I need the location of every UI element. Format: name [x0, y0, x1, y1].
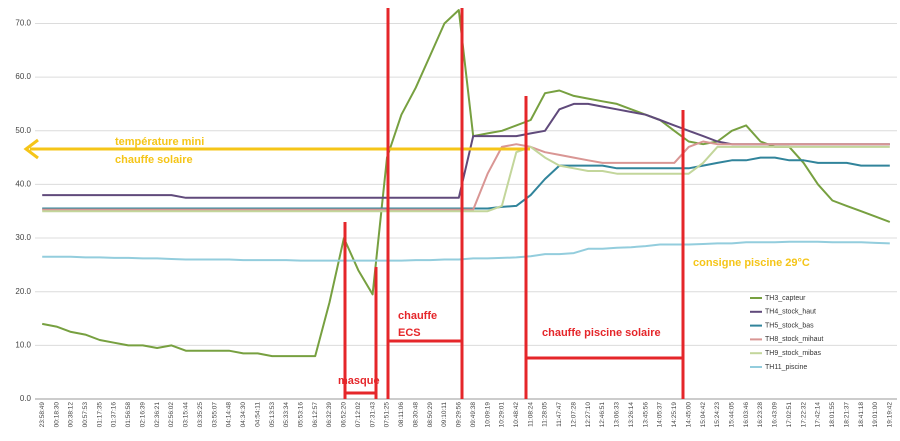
x-tick-label: 04:34:30: [240, 402, 247, 428]
y-tick-label: 60.0: [15, 72, 31, 81]
x-tick-label: 18:01:55: [829, 402, 836, 428]
annotation: chauffe piscine solaire: [542, 327, 661, 339]
legend-label: TH9_stock_mibas: [765, 350, 822, 357]
x-tick-label: 17:42:14: [815, 402, 822, 428]
red-markers: [343, 8, 685, 399]
grid: 0.0 10.0 20.0 30.0 40.0 50.0 60.0 70.0 23:58:49 0…: [15, 19, 897, 428]
x-tick-label: 02:56:02: [168, 402, 175, 428]
x-tick-label: 09:29:56: [456, 402, 463, 428]
x-tick-label: 08:30:48: [412, 402, 419, 428]
x-tick-label: 08:11:06: [398, 402, 405, 427]
y-tick-label: 30.0: [15, 233, 31, 242]
x-tick-label: 05:13:53: [269, 402, 276, 428]
x-tick-label: 05:53:16: [298, 402, 305, 428]
annotation: chauffe: [398, 310, 437, 322]
x-tick-label: 01:17:35: [96, 402, 103, 428]
x-tick-label: 09:10:11: [441, 402, 448, 427]
series-line: [42, 140, 890, 211]
legend-label: TH8_stock_mihaut: [765, 336, 823, 343]
y-tick-label: 0.0: [20, 394, 32, 403]
legend-label: TH3_capteur: [765, 295, 806, 302]
x-tick-label: 13:26:14: [628, 402, 635, 428]
series-line: [42, 240, 890, 262]
series-line: [42, 156, 890, 210]
x-tick-label: 07:31:43: [369, 402, 376, 428]
x-tick-label: 12:07:28: [570, 402, 577, 428]
x-tick-label: 14:25:19: [671, 402, 678, 428]
x-tick-label: 01:56:58: [125, 402, 132, 428]
x-tick-label: 19:01:00: [872, 402, 879, 428]
x-tick-label: 18:21:37: [843, 402, 850, 428]
x-tick-label: 11:47:47: [556, 402, 563, 427]
y-tick-label: 10.0: [15, 340, 31, 349]
series-line: [42, 145, 890, 213]
x-tick-label: 13:06:33: [614, 402, 621, 428]
legend: TH3_capteur TH4_stock_haut TH5_stock_bas TH…: [750, 295, 823, 371]
x-tick-label: 17:22:32: [800, 402, 807, 428]
x-tick-label: 13:45:56: [642, 402, 649, 428]
x-tick-label: 00:38:12: [68, 402, 75, 428]
x-tick-label: 10:09:19: [484, 402, 491, 428]
x-tick-label: 05:33:34: [283, 402, 290, 428]
x-tick-label: 03:35:25: [197, 402, 204, 428]
x-tick-label: 15:04:42: [700, 402, 707, 428]
annotation: température mini: [115, 136, 204, 148]
x-tick-label: 10:29:01: [499, 402, 506, 428]
yellow-arrow: [23, 138, 39, 160]
y-tick-label: 40.0: [15, 180, 31, 189]
x-tick-label: 19:19:42: [887, 402, 894, 428]
x-tick-label: 04:14:48: [226, 402, 233, 428]
x-tick-label: 06:32:39: [326, 402, 333, 428]
x-tick-label: 02:36:21: [154, 402, 161, 428]
x-tick-label: 04:54:11: [254, 402, 261, 427]
x-tick-label: 02:16:39: [139, 402, 146, 428]
x-tick-label: 07:12:02: [355, 402, 362, 428]
x-tick-label: 07:51:25: [384, 402, 391, 428]
x-tick-label: 12:46:51: [599, 402, 606, 428]
series-line: [42, 102, 890, 199]
x-tick-label: 08:50:29: [427, 402, 434, 428]
x-tick-label: 09:49:38: [470, 402, 477, 428]
y-tick-label: 20.0: [15, 287, 31, 296]
y-tick-label: 70.0: [15, 19, 31, 28]
x-tick-label: 15:24:23: [714, 402, 721, 428]
legend-label: TH11_piscine: [765, 364, 807, 371]
lines: [42, 9, 891, 358]
x-tick-label: 00:18:30: [53, 402, 60, 428]
legend-label: TH5_stock_bas: [765, 322, 814, 329]
x-tick-label: 16:03:46: [743, 402, 750, 428]
legend-label: TH4_stock_haut: [765, 309, 816, 316]
annotation: chauffe solaire: [115, 154, 193, 166]
x-tick-label: 03:15:44: [183, 402, 190, 428]
x-tick-label: 00:57:53: [82, 402, 89, 428]
x-tick-label: 10:48:42: [513, 402, 520, 428]
x-tick-label: 14:05:37: [657, 402, 664, 428]
x-tick-label: 06:12:57: [312, 402, 319, 428]
y-tick-label: 50.0: [15, 126, 31, 135]
x-tick-label: 14:45:00: [685, 402, 692, 428]
x-tick-label: 16:23:28: [757, 402, 764, 428]
x-tick-label: 23:58:49: [39, 402, 46, 428]
x-tick-label: 15:44:05: [729, 402, 736, 428]
x-tick-label: 12:27:10: [585, 402, 592, 428]
annotation: masque: [338, 375, 380, 387]
x-tick-label: 06:52:20: [341, 402, 348, 428]
series-line: [42, 9, 891, 358]
x-tick-label: 03:55:07: [211, 402, 218, 428]
x-tick-label: 17:02:51: [786, 402, 793, 428]
x-tick-label: 18:41:18: [858, 402, 865, 428]
annotation-shapes: [23, 8, 685, 399]
x-tick-label: 16:43:09: [772, 402, 779, 428]
annotation: consigne piscine 29°C: [693, 257, 810, 269]
x-tick-label: 01:37:16: [111, 402, 118, 428]
annotation: ECS: [398, 327, 421, 339]
x-tick-label: 11:08:24: [527, 402, 534, 427]
x-tick-label: 11:28:05: [542, 402, 549, 427]
